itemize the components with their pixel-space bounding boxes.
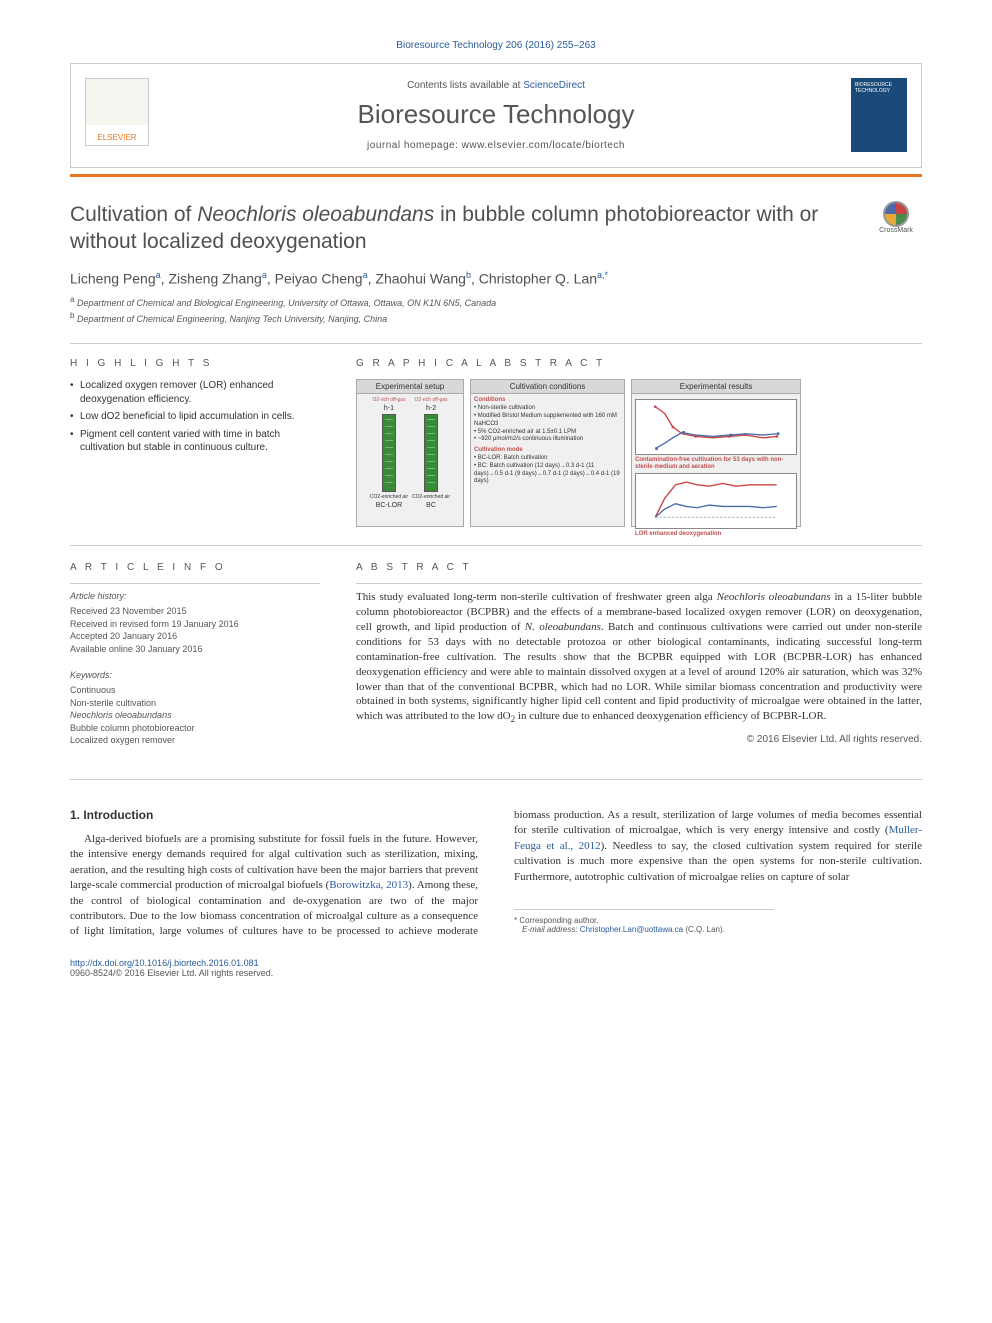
info-abstract-row: A R T I C L E I N F O Article history: R… [70,562,922,761]
highlights-section: H I G H L I G H T S Localized oxygen rem… [70,358,320,527]
citation-link[interactable]: Muller-Feuga et al., 2012 [514,824,922,851]
ga-caption-2: LOR enhanced deoxygenation [635,531,797,537]
keywords-header: Keywords: [70,669,320,682]
bottom-meta: http://dx.doi.org/10.1016/j.biortech.201… [70,958,922,978]
cover-text: BIORESOURCE TECHNOLOGY [855,82,892,94]
issn-line: 0960-8524/© 2016 Elsevier Ltd. All right… [70,968,273,978]
keyword: Localized oxygen remover [70,734,320,747]
article-info-label: A R T I C L E I N F O [70,562,320,573]
abstract-label: A B S T R A C T [356,562,922,573]
reactor-icon [424,414,438,492]
ga-caption-1: Contamination-free cultivation for 53 da… [635,457,797,470]
ga-results-panel: Experimental results Contamination-free … [631,379,801,527]
highlight-item: Pigment cell content varied with time in… [70,428,320,455]
crossmark-label: CrossMark [879,227,913,234]
elsevier-label: ELSEVIER [97,133,136,142]
doi-link[interactable]: http://dx.doi.org/10.1016/j.biortech.201… [70,958,259,968]
corresponding-author-note: * Corresponding author. E-mail address: … [514,909,774,934]
introduction-section: 1. Introduction Alga-derived biofuels ar… [70,808,922,940]
divider [70,343,922,344]
journal-homepage: journal homepage: www.elsevier.com/locat… [91,140,901,151]
highlights-label: H I G H L I G H T S [70,358,320,369]
citation-link[interactable]: Borowitzka, 2013 [329,879,408,891]
author-list: Licheng Penga, Zisheng Zhanga, Peiyao Ch… [70,270,922,287]
reactor-1: O2-rich off-gas h-1 CO2-enriched air BC-… [370,397,408,509]
ga-label: G R A P H I C A L A B S T R A C T [356,358,922,369]
ga-conditions-panel: Cultivation conditions Conditions • Non-… [470,379,625,527]
history-item: Accepted 20 January 2016 [70,630,320,643]
intro-heading: 1. Introduction [70,808,478,822]
crossmark-badge[interactable]: CrossMark [870,201,922,239]
title-row: Cultivation of Neochloris oleoabundans i… [70,201,922,256]
journal-name: Bioresource Technology [91,99,901,130]
abstract-section: A B S T R A C T This study evaluated lon… [356,562,922,761]
highlight-item: Low dO2 beneficial to lipid accumulation… [70,410,320,424]
keyword: Neochloris oleoabundans [70,709,320,722]
divider [70,779,922,780]
journal-cover-thumbnail[interactable]: BIORESOURCE TECHNOLOGY [851,78,907,152]
keyword: Non-sterile cultivation [70,697,320,710]
reactor-2: O2-rich off-gas h-2 CO2-enriched air BC [412,397,450,509]
citation-header: Bioresource Technology 206 (2016) 255–26… [70,40,922,51]
ga-setup-header: Experimental setup [357,380,463,394]
crossmark-icon [883,201,909,227]
email-link[interactable]: Christopher.Lan@uottawa.ca [580,925,683,934]
graphical-abstract-section: G R A P H I C A L A B S T R A C T Experi… [356,358,922,527]
elsevier-logo[interactable]: ELSEVIER [85,78,149,146]
orange-divider [70,174,922,177]
abstract-text: This study evaluated long-term non-steri… [356,590,922,725]
history-item: Received 23 November 2015 [70,605,320,618]
reactor-icon [382,414,396,492]
ga-results-header: Experimental results [632,380,800,394]
copyright-line: © 2016 Elsevier Ltd. All rights reserved… [356,734,922,745]
ga-cond-header: Cultivation conditions [471,380,624,394]
ga-chart-1 [635,399,797,455]
homepage-url[interactable]: www.elsevier.com/locate/biortech [462,140,625,151]
article-title: Cultivation of Neochloris oleoabundans i… [70,201,850,256]
keyword: Continuous [70,684,320,697]
journal-header-box: ELSEVIER BIORESOURCE TECHNOLOGY Contents… [70,63,922,168]
article-info-section: A R T I C L E I N F O Article history: R… [70,562,320,761]
contents-available: Contents lists available at ScienceDirec… [91,80,901,91]
sciencedirect-link[interactable]: ScienceDirect [523,80,585,91]
intro-paragraph: Alga-derived biofuels are a promising su… [70,808,922,940]
highlights-list: Localized oxygen remover (LOR) enhanced … [70,379,320,455]
highlight-item: Localized oxygen remover (LOR) enhanced … [70,379,320,406]
ga-setup-panel: Experimental setup O2-rich off-gas h-1 C… [356,379,464,527]
divider [70,545,922,546]
ga-chart-2 [635,473,797,529]
history-item: Available online 30 January 2016 [70,643,320,656]
history-header: Article history: [70,590,320,603]
highlights-ga-row: H I G H L I G H T S Localized oxygen rem… [70,358,922,527]
ga-container: Experimental setup O2-rich off-gas h-1 C… [356,379,922,527]
keyword: Bubble column photobioreactor [70,722,320,735]
history-item: Received in revised form 19 January 2016 [70,618,320,631]
affiliations: a Department of Chemical and Biological … [70,294,922,325]
